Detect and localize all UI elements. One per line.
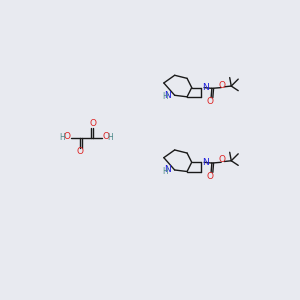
Text: H: H xyxy=(59,133,65,142)
Text: N: N xyxy=(164,166,171,175)
Text: O: O xyxy=(207,97,214,106)
Text: N: N xyxy=(202,158,208,167)
Text: O: O xyxy=(218,155,226,164)
Text: O: O xyxy=(64,132,70,141)
Text: N: N xyxy=(202,83,208,92)
Text: O: O xyxy=(218,81,226,90)
Text: O: O xyxy=(102,132,109,141)
Text: H: H xyxy=(107,133,113,142)
Text: O: O xyxy=(89,119,96,128)
Text: N: N xyxy=(164,91,171,100)
Text: H: H xyxy=(162,167,168,176)
Text: O: O xyxy=(76,147,84,156)
Text: O: O xyxy=(207,172,214,181)
Text: H: H xyxy=(162,92,168,101)
